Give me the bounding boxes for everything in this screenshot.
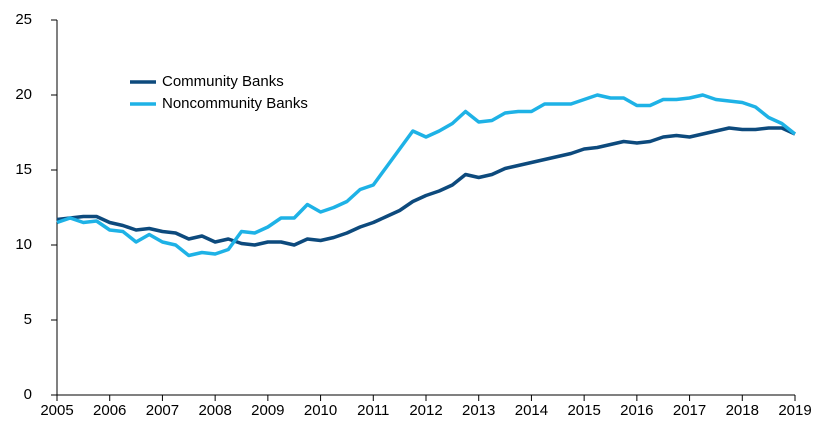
x-tick-label: 2016	[620, 402, 653, 419]
x-tick-label: 2007	[146, 402, 179, 419]
y-tick-label: 15	[15, 161, 32, 178]
x-tick-label: 2017	[673, 402, 706, 419]
x-tick-label: 2019	[778, 402, 811, 419]
y-tick-label: 25	[15, 11, 32, 28]
x-tick-label: 2014	[515, 402, 548, 419]
x-tick-label: 2010	[304, 402, 337, 419]
x-tick-label: 2009	[251, 402, 284, 419]
legend-label: Noncommunity Banks	[162, 95, 308, 112]
y-tick-label: 20	[15, 86, 32, 103]
y-tick-label: 0	[24, 386, 32, 403]
series-line	[56, 93, 797, 258]
x-tick-label: 2018	[726, 402, 759, 419]
x-tick-label: 2012	[409, 402, 442, 419]
series-line	[56, 126, 796, 247]
x-tick-label: 2015	[567, 402, 600, 419]
x-tick-label: 2005	[40, 402, 73, 419]
y-tick-label: 10	[15, 236, 32, 253]
x-tick-label: 2006	[93, 402, 126, 419]
x-tick-label: 2008	[198, 402, 231, 419]
x-tick-label: 2013	[462, 402, 495, 419]
y-tick-label: 5	[24, 311, 32, 328]
x-tick-label: 2011	[357, 402, 389, 419]
legend-label: Community Banks	[162, 73, 284, 90]
